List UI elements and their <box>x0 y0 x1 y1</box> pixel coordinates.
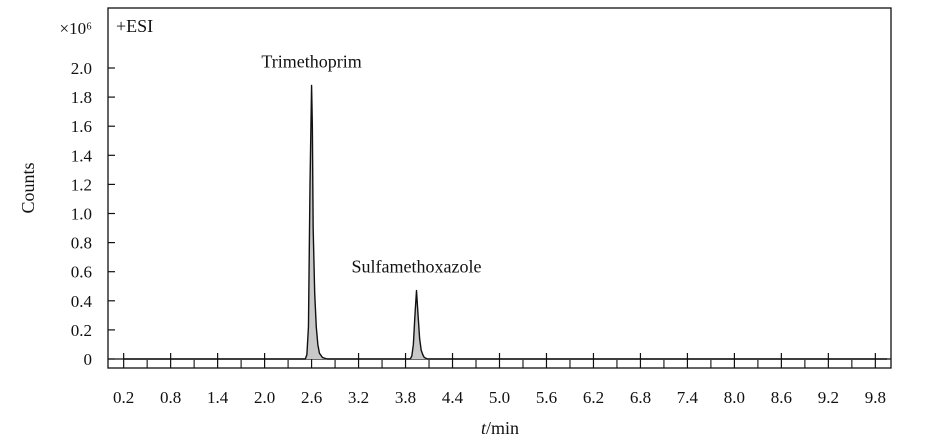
y-tick-label: 0.2 <box>71 321 92 340</box>
y-tick-label: 0 <box>84 350 93 369</box>
x-tick-label: 9.8 <box>865 388 886 407</box>
x-tick-label: 6.2 <box>583 388 604 407</box>
x-tick-label: 5.0 <box>489 388 510 407</box>
y-tick-label: 1.6 <box>71 117 92 136</box>
peak-label: Sulfamethoxazole <box>352 257 482 277</box>
series-fill <box>123 85 888 360</box>
x-tick-label: 4.4 <box>442 388 464 407</box>
y-tick-label: 0.4 <box>71 292 93 311</box>
x-axis-ticks: 0.2 0.8 1.4 2.0 2.6 3.2 3.8 4.4 5.0 5.6 6.2 6.8 7.4 8… <box>113 353 886 407</box>
y-multiplier-label: ×10⁶ <box>59 19 92 38</box>
x-tick-label: 8.0 <box>724 388 745 407</box>
x-axis-title-italic: t <box>481 418 487 438</box>
annotation-layer: Trimethoprim Sulfamethoxazole <box>261 51 481 276</box>
x-tick-label: 5.6 <box>536 388 557 407</box>
x-tick-label: 1.4 <box>207 388 229 407</box>
x-tick-label: 6.8 <box>630 388 651 407</box>
x-tick-label: 0.2 <box>113 388 134 407</box>
series-layer <box>123 84 888 360</box>
y-tick-label: 1.4 <box>71 146 93 165</box>
y-tick-label: 0.6 <box>71 263 92 282</box>
peak-label: Trimethoprim <box>261 51 361 71</box>
x-tick-label: 3.2 <box>348 388 369 407</box>
y-tick-label: 2.0 <box>71 59 92 78</box>
x-tick-label: 2.6 <box>301 388 322 407</box>
y-tick-label: 1.0 <box>71 205 92 224</box>
series-line <box>123 84 888 360</box>
x-tick-label: 0.8 <box>160 388 181 407</box>
x-axis-title: t/min <box>481 418 519 438</box>
x-axis-title-unit: /min <box>486 418 519 438</box>
y-axis-ticks: 0 0.2 0.4 0.6 0.8 1.0 1.2 1.4 1.6 1.8 2.0 <box>71 59 115 369</box>
x-tick-label: 9.2 <box>818 388 839 407</box>
x-tick-label: 8.6 <box>771 388 792 407</box>
x-tick-label: 7.4 <box>677 388 699 407</box>
x-tick-label: 3.8 <box>395 388 416 407</box>
y-tick-label: 0.8 <box>71 234 92 253</box>
y-tick-label: 1.2 <box>71 175 92 194</box>
y-axis-title: Counts <box>18 162 38 213</box>
y-tick-label: 1.8 <box>71 88 92 107</box>
x-tick-label: 2.0 <box>254 388 275 407</box>
plot-frame <box>107 7 892 369</box>
ionization-mode-label: +ESI <box>116 16 153 36</box>
